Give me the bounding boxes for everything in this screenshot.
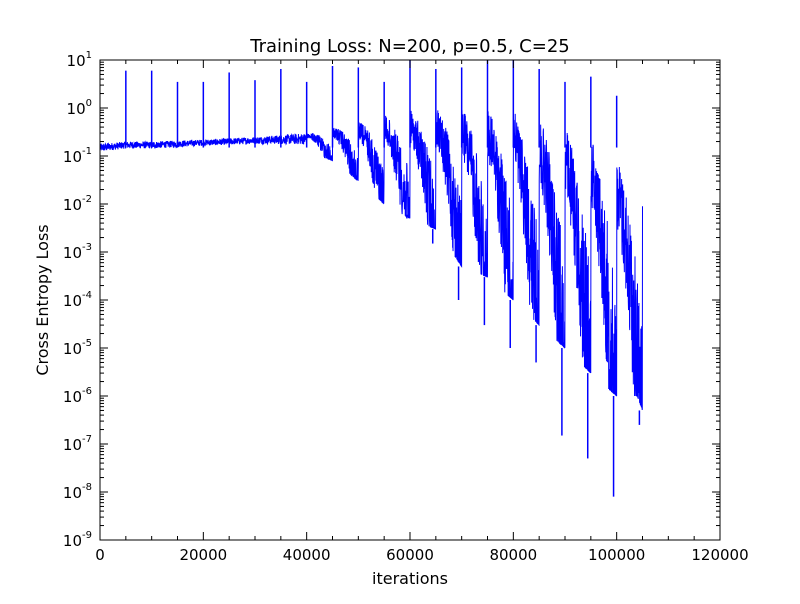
x-tick-label: 0 (95, 546, 105, 564)
y-tick-label: 10-9 (63, 530, 92, 550)
y-tick-exponent: -3 (82, 242, 92, 253)
y-tick-label: 100 (67, 98, 92, 118)
y-axis-ticks: 10110010-110-210-310-410-510-610-710-810… (63, 50, 720, 550)
y-tick-label: 10-5 (63, 338, 92, 358)
y-tick-base: 10 (63, 244, 82, 262)
y-tick-base: 10 (63, 484, 82, 502)
y-axis-label: Cross Entropy Loss (33, 224, 52, 375)
x-tick-label: 80000 (489, 546, 537, 564)
y-tick-label: 10-6 (63, 386, 92, 406)
y-tick-label: 10-7 (63, 434, 92, 454)
y-tick-exponent: -9 (82, 530, 92, 541)
y-tick-base: 10 (63, 532, 82, 550)
y-tick-exponent: 1 (86, 50, 92, 61)
y-tick-base: 10 (63, 388, 82, 406)
y-tick-exponent: -5 (82, 338, 92, 349)
y-tick-label: 101 (67, 50, 92, 70)
x-tick-label: 40000 (283, 546, 331, 564)
y-tick-base: 10 (63, 196, 82, 214)
y-tick-base: 10 (67, 100, 86, 118)
y-tick-label: 10-4 (63, 290, 92, 310)
y-tick-exponent: -1 (82, 146, 92, 157)
y-tick-exponent: -7 (82, 434, 92, 445)
y-tick-exponent: -4 (82, 290, 92, 301)
y-tick-exponent: -6 (82, 386, 92, 397)
y-tick-base: 10 (63, 340, 82, 358)
y-tick-base: 10 (63, 292, 82, 310)
series-layer (100, 60, 643, 497)
y-tick-label: 10-1 (63, 146, 92, 166)
x-axis-label: iterations (372, 569, 448, 588)
x-tick-label: 100000 (588, 546, 645, 564)
x-tick-label: 60000 (386, 546, 434, 564)
x-tick-label: 20000 (179, 546, 227, 564)
y-tick-label: 10-2 (63, 194, 92, 214)
x-axis-ticks: 0 20000 40000 60000 80000 100000 120000 (95, 60, 749, 564)
y-tick-base: 10 (63, 436, 82, 454)
y-tick-base: 10 (63, 148, 82, 166)
x-tick-label: 120000 (691, 546, 748, 564)
loss-trace (100, 110, 643, 411)
y-tick-exponent: -8 (82, 482, 92, 493)
chart-title: Training Loss: N=200, p=0.5, C=25 (249, 36, 570, 57)
y-tick-label: 10-3 (63, 242, 92, 262)
y-tick-exponent: -2 (82, 194, 92, 205)
y-tick-exponent: 0 (86, 98, 92, 109)
y-tick-label: 10-8 (63, 482, 92, 502)
y-tick-base: 10 (67, 52, 86, 70)
